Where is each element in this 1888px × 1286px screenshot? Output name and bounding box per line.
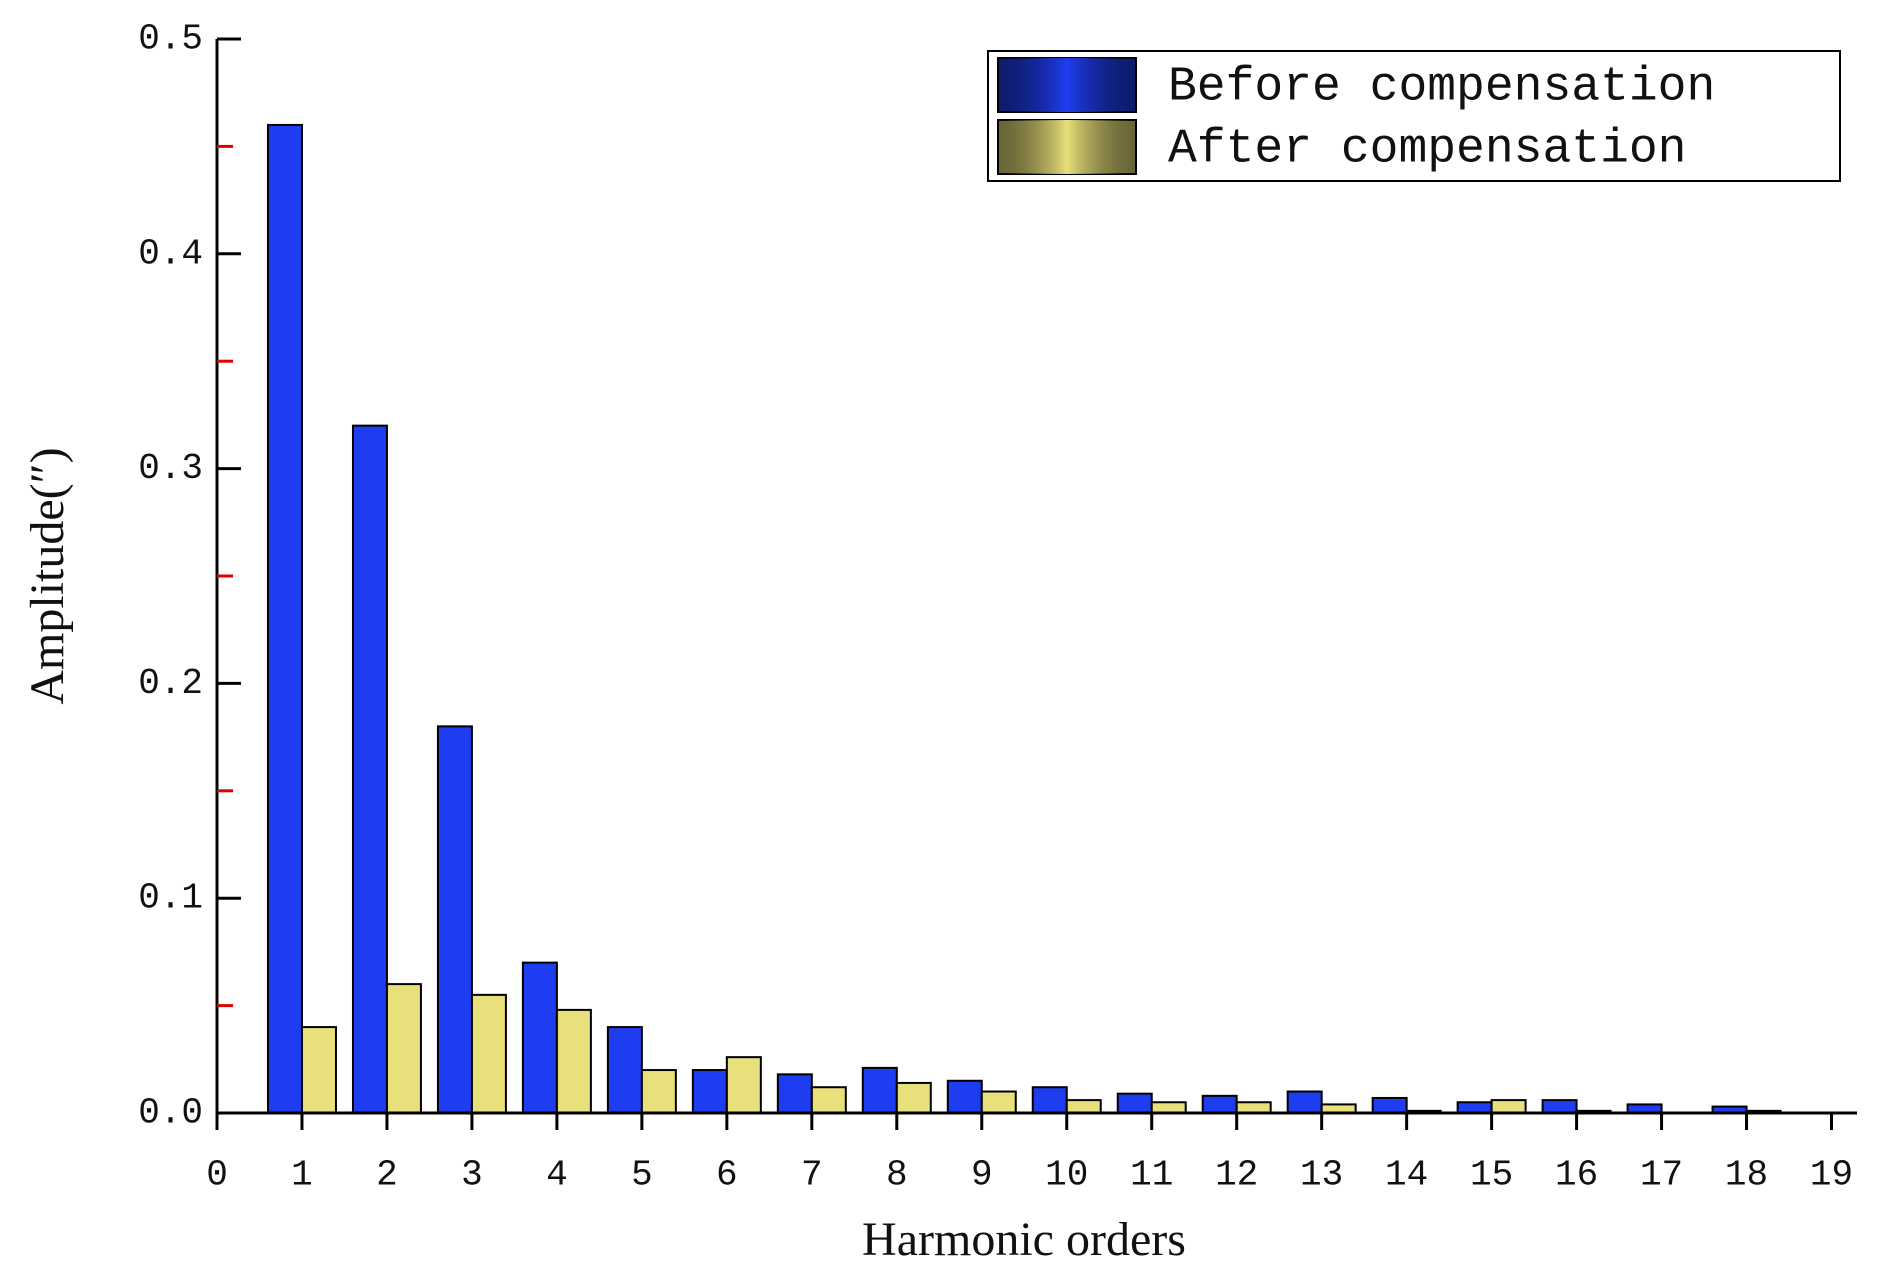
bar xyxy=(1065,1099,1102,1115)
x-tick-label: 9 xyxy=(971,1155,993,1196)
bar xyxy=(1541,1099,1578,1115)
bar xyxy=(385,983,422,1114)
y-tick-label: 0.4 xyxy=(138,233,203,274)
x-tick-label: 13 xyxy=(1300,1155,1343,1196)
y-tick-label: 0.5 xyxy=(138,19,203,60)
legend-swatch xyxy=(997,119,1137,175)
x-tick-label: 16 xyxy=(1555,1155,1598,1196)
bar xyxy=(1116,1092,1153,1114)
x-tick-label: 10 xyxy=(1045,1155,1088,1196)
bar xyxy=(861,1066,898,1114)
bar xyxy=(1235,1101,1272,1115)
x-tick-label: 14 xyxy=(1385,1155,1428,1196)
x-axis-label: Harmonic orders xyxy=(862,1213,1186,1266)
bar xyxy=(555,1008,592,1114)
bar xyxy=(351,424,388,1114)
bar xyxy=(521,961,558,1115)
bar xyxy=(1371,1096,1408,1114)
x-tick-label: 7 xyxy=(801,1155,823,1196)
x-tick-label: 1 xyxy=(291,1155,313,1196)
bar xyxy=(810,1086,847,1114)
x-tick-label: 8 xyxy=(886,1155,908,1196)
legend-swatch xyxy=(997,57,1137,113)
bar xyxy=(266,123,303,1115)
x-tick-label: 2 xyxy=(376,1155,398,1196)
x-tick-label: 18 xyxy=(1725,1155,1768,1196)
x-tick-label: 5 xyxy=(631,1155,653,1196)
bar xyxy=(895,1081,932,1114)
x-tick-label: 0 xyxy=(206,1155,228,1196)
x-tick-label: 15 xyxy=(1470,1155,1513,1196)
bar xyxy=(1456,1101,1493,1115)
x-tick-label: 12 xyxy=(1215,1155,1258,1196)
bar xyxy=(1150,1101,1187,1115)
bar xyxy=(980,1090,1017,1115)
bar xyxy=(436,725,473,1114)
y-tick-label: 0.2 xyxy=(138,663,203,704)
x-tick-label: 17 xyxy=(1640,1155,1683,1196)
bar xyxy=(470,993,507,1114)
bar xyxy=(1201,1094,1238,1115)
x-tick-label: 19 xyxy=(1810,1155,1853,1196)
bar xyxy=(946,1079,983,1115)
legend-label: After compensation xyxy=(1168,123,1686,177)
x-tick-label: 6 xyxy=(716,1155,738,1196)
y-tick-label: 0.3 xyxy=(138,448,203,489)
x-tick-label: 11 xyxy=(1130,1155,1173,1196)
bar xyxy=(1031,1086,1068,1114)
x-tick-label: 3 xyxy=(461,1155,483,1196)
bar xyxy=(725,1056,762,1114)
bar xyxy=(606,1026,643,1114)
y-tick-label: 0.0 xyxy=(138,1093,203,1134)
bar xyxy=(300,1026,337,1114)
y-tick-label: 0.1 xyxy=(138,878,203,919)
legend-label: Before compensation xyxy=(1168,61,1715,115)
bar xyxy=(691,1069,728,1115)
bar xyxy=(1490,1099,1527,1115)
bar xyxy=(640,1069,677,1115)
bar xyxy=(776,1073,813,1115)
x-tick-label: 4 xyxy=(546,1155,568,1196)
bar xyxy=(1286,1090,1323,1115)
y-axis-label: Amplitude(″) xyxy=(21,447,74,704)
